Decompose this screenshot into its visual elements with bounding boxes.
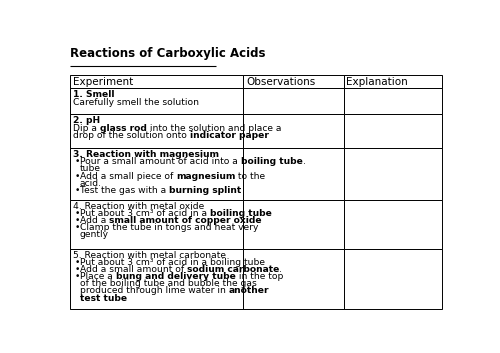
Text: •: •: [74, 209, 80, 218]
Bar: [70, 148, 243, 200]
Text: •: •: [74, 172, 80, 180]
Text: gently: gently: [80, 231, 109, 239]
Text: •: •: [74, 216, 80, 225]
Text: •: •: [74, 157, 80, 166]
Text: Add a: Add a: [80, 216, 109, 225]
Text: 2. pH: 2. pH: [73, 116, 100, 125]
Text: •: •: [74, 258, 80, 267]
Bar: [243, 75, 344, 88]
Text: Explanation: Explanation: [346, 77, 408, 87]
Text: produced through lime water in: produced through lime water in: [80, 286, 229, 295]
Text: Carefully smell the solution: Carefully smell the solution: [73, 98, 199, 107]
Text: Put about 3 cm³ of acid in a boiling tube: Put about 3 cm³ of acid in a boiling tub…: [80, 258, 265, 267]
Bar: [344, 249, 442, 309]
Text: boiling tube: boiling tube: [210, 209, 272, 218]
Text: Test the gas with a: Test the gas with a: [80, 186, 169, 195]
Text: test tube: test tube: [80, 294, 127, 303]
Text: tube: tube: [80, 164, 101, 173]
Text: Clamp the tube in tongs and heat very: Clamp the tube in tongs and heat very: [80, 223, 258, 232]
Text: Observations: Observations: [246, 77, 315, 87]
Text: 5. Reaction with metal carbonate: 5. Reaction with metal carbonate: [73, 251, 226, 259]
Bar: [243, 114, 344, 148]
Text: acid.: acid.: [80, 179, 102, 188]
Bar: [70, 200, 243, 249]
Bar: [243, 249, 344, 309]
Bar: [243, 88, 344, 114]
Text: small amount of copper oxide: small amount of copper oxide: [109, 216, 262, 225]
Bar: [344, 200, 442, 249]
Text: 1. Smell: 1. Smell: [73, 90, 114, 99]
Text: •: •: [74, 272, 80, 281]
Text: •: •: [74, 265, 80, 274]
Text: Add a small piece of: Add a small piece of: [80, 172, 176, 180]
Text: 4. Reaction with metal oxide: 4. Reaction with metal oxide: [73, 202, 204, 211]
Text: to the: to the: [236, 172, 266, 180]
Text: Dip a: Dip a: [73, 124, 100, 133]
Text: another: another: [228, 286, 269, 295]
Bar: [344, 75, 442, 88]
Bar: [243, 200, 344, 249]
Bar: [344, 88, 442, 114]
Bar: [243, 148, 344, 200]
Text: into the solution and place a: into the solution and place a: [146, 124, 281, 133]
Text: indicator paper: indicator paper: [190, 131, 268, 140]
Text: sodium carbonate: sodium carbonate: [187, 265, 280, 274]
Text: Pour a small amount of acid into a: Pour a small amount of acid into a: [80, 157, 240, 166]
Text: .: .: [280, 265, 282, 274]
Text: magnesium: magnesium: [176, 172, 236, 180]
Bar: [70, 249, 243, 309]
Text: of the boiling tube and bubble the gas: of the boiling tube and bubble the gas: [80, 279, 256, 288]
Text: glass rod: glass rod: [100, 124, 146, 133]
Text: •: •: [74, 186, 80, 195]
Text: burning splint: burning splint: [169, 186, 242, 195]
Text: Put about 3 cm³ of acid in a: Put about 3 cm³ of acid in a: [80, 209, 210, 218]
Bar: [344, 114, 442, 148]
Text: Reactions of Carboxylic Acids: Reactions of Carboxylic Acids: [70, 47, 266, 60]
Text: drop of the solution onto: drop of the solution onto: [73, 131, 190, 140]
Text: 3. Reaction with magnesium: 3. Reaction with magnesium: [73, 150, 219, 159]
Text: boiling tube: boiling tube: [240, 157, 302, 166]
Text: •: •: [74, 223, 80, 232]
Text: Add a small amount of: Add a small amount of: [80, 265, 187, 274]
Bar: [70, 114, 243, 148]
Bar: [70, 88, 243, 114]
Text: in the top: in the top: [236, 272, 283, 281]
Bar: [344, 148, 442, 200]
Text: Experiment: Experiment: [73, 77, 133, 87]
Bar: [70, 75, 243, 88]
Text: Place a: Place a: [80, 272, 116, 281]
Text: bung and delivery tube: bung and delivery tube: [116, 272, 236, 281]
Text: .: .: [302, 157, 306, 166]
